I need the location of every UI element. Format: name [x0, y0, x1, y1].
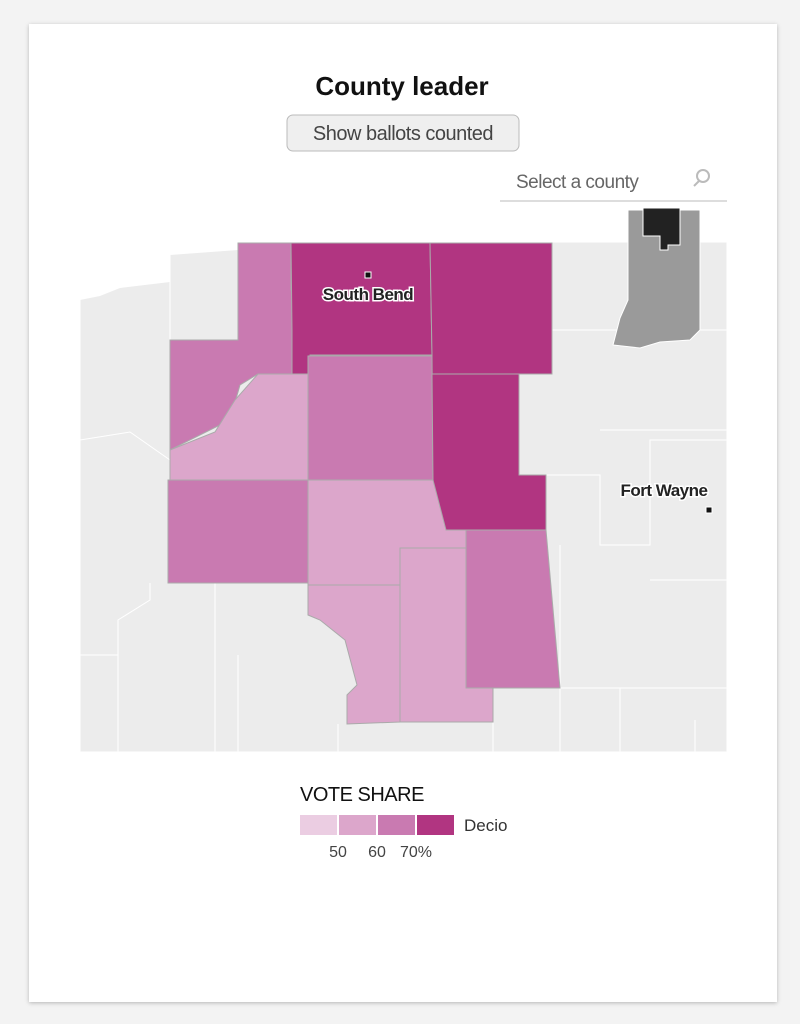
legend-swatch — [378, 815, 415, 835]
legend-candidate: Decio — [464, 816, 507, 835]
county — [307, 355, 434, 481]
map: South Bend Fort Wayne — [79, 207, 728, 753]
button-label[interactable]: Show ballots counted — [313, 123, 494, 145]
title: County leader — [315, 71, 488, 101]
county — [167, 479, 309, 584]
county — [465, 529, 561, 689]
city-label: South Bend — [323, 285, 413, 304]
county — [290, 242, 433, 375]
legend-tick: 50 — [329, 844, 347, 861]
search-placeholder[interactable]: Select a county — [516, 172, 640, 193]
legend-swatch — [417, 815, 454, 835]
counties — [167, 242, 561, 725]
city-label: Fort Wayne — [621, 481, 708, 500]
inset-highlight — [642, 207, 681, 251]
button[interactable] — [286, 114, 520, 152]
legend-title: VOTE SHARE — [300, 784, 424, 806]
city-marker — [364, 271, 372, 279]
search-icon — [693, 169, 710, 187]
county — [429, 242, 553, 375]
legend-tick: 60 — [368, 844, 386, 861]
lake — [80, 242, 238, 300]
legend-swatch — [339, 815, 376, 835]
legend-tick: 70% — [400, 844, 432, 861]
city-marker — [705, 506, 713, 514]
legend-swatch — [300, 815, 337, 835]
legend: 50 60 70% — [300, 815, 454, 861]
